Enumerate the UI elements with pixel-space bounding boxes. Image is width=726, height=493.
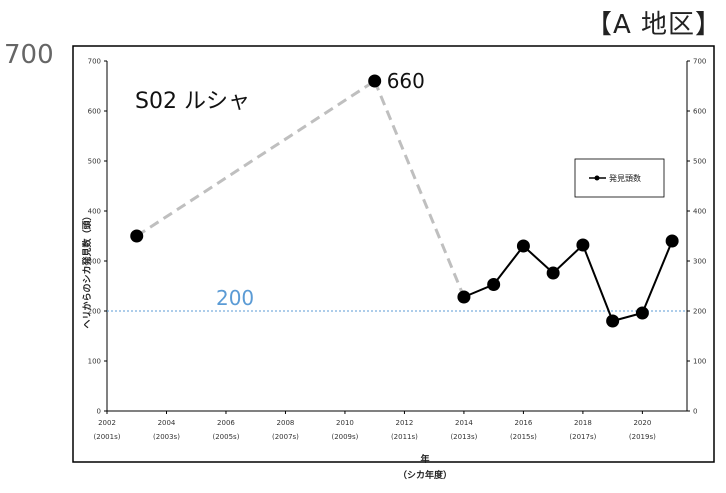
legend: 発見頭数 (574, 158, 665, 198)
x-tick-sublabel: (2003s) (153, 433, 180, 441)
chart-frame (72, 45, 715, 463)
y-tick-label: 200 (88, 308, 101, 316)
x-tick-sublabel: (2011s) (391, 433, 418, 441)
x-tick-sublabel: (2015s) (510, 433, 537, 441)
y-tick-label-right: 300 (693, 258, 706, 266)
y-tick-label: 300 (88, 258, 101, 266)
axes-group: 0 0 100 100 200 200 300 300 400 400 500 500 600 600 70… (88, 58, 707, 442)
reference-line-label: 200 (216, 286, 254, 310)
data-point (576, 238, 590, 252)
x-tick-sublabel: (2005s) (213, 433, 240, 441)
x-tick-label: 2018 (574, 419, 592, 427)
chart-title: S02 ルシャ (135, 89, 250, 114)
data-point (665, 234, 679, 248)
x-tick-sublabel: (2017s) (569, 433, 596, 441)
series-lines-group (135, 79, 674, 323)
data-point (130, 229, 144, 243)
data-point (457, 290, 471, 304)
y-axis-label: ヘリからのシカ発見数（頭） (81, 211, 93, 328)
x-axis-sublabel: （シカ年度） (398, 469, 452, 481)
x-tick-label: 2010 (336, 419, 354, 427)
data-point (606, 314, 620, 328)
x-tick-label: 2016 (514, 419, 532, 427)
x-tick-label: 2008 (277, 419, 295, 427)
y-tick-label: 500 (88, 158, 101, 166)
x-axis-label: 年 (420, 453, 429, 465)
x-tick-sublabel: (2001s) (94, 433, 121, 441)
x-tick-label: 2002 (98, 419, 116, 427)
gap-connector-line (373, 80, 466, 298)
y-tick-label: 0 (97, 408, 101, 416)
y-tick-label-right: 500 (693, 158, 706, 166)
data-point (516, 239, 530, 253)
x-tick-label: 2012 (396, 419, 414, 427)
y-tick-label: 400 (88, 208, 101, 216)
y-tick-label: 100 (88, 358, 101, 366)
y-tick-label-right: 200 (693, 308, 706, 316)
x-tick-label: 2014 (455, 419, 473, 427)
y-tick-label-right: 100 (693, 358, 706, 366)
x-tick-label: 2004 (158, 419, 176, 427)
y-tick-label-right: 400 (693, 208, 706, 216)
x-tick-sublabel: (2007s) (272, 433, 299, 441)
y-tick-label-right: 600 (693, 108, 706, 116)
y-tick-label-right: 700 (693, 58, 706, 66)
legend-marker (594, 175, 600, 181)
data-point (546, 266, 560, 280)
x-tick-sublabel: (2013s) (450, 433, 477, 441)
data-point (368, 74, 382, 88)
outer-axis-max-label: 700 (4, 40, 54, 70)
y-tick-label: 600 (88, 108, 101, 116)
x-tick-sublabel: (2019s) (629, 433, 656, 441)
region-label: 【A 地区】 (585, 10, 722, 40)
y-tick-label: 700 (88, 58, 101, 66)
y-tick-label-right: 0 (693, 408, 697, 416)
peak-annotation: 660 (387, 69, 425, 93)
data-point (635, 306, 649, 320)
x-tick-label: 2006 (217, 419, 235, 427)
x-tick-sublabel: (2009s) (331, 433, 358, 441)
x-tick-label: 2020 (633, 419, 651, 427)
series-points-group (130, 74, 679, 328)
legend-label: 発見頭数 (609, 173, 641, 183)
data-point (487, 278, 501, 291)
